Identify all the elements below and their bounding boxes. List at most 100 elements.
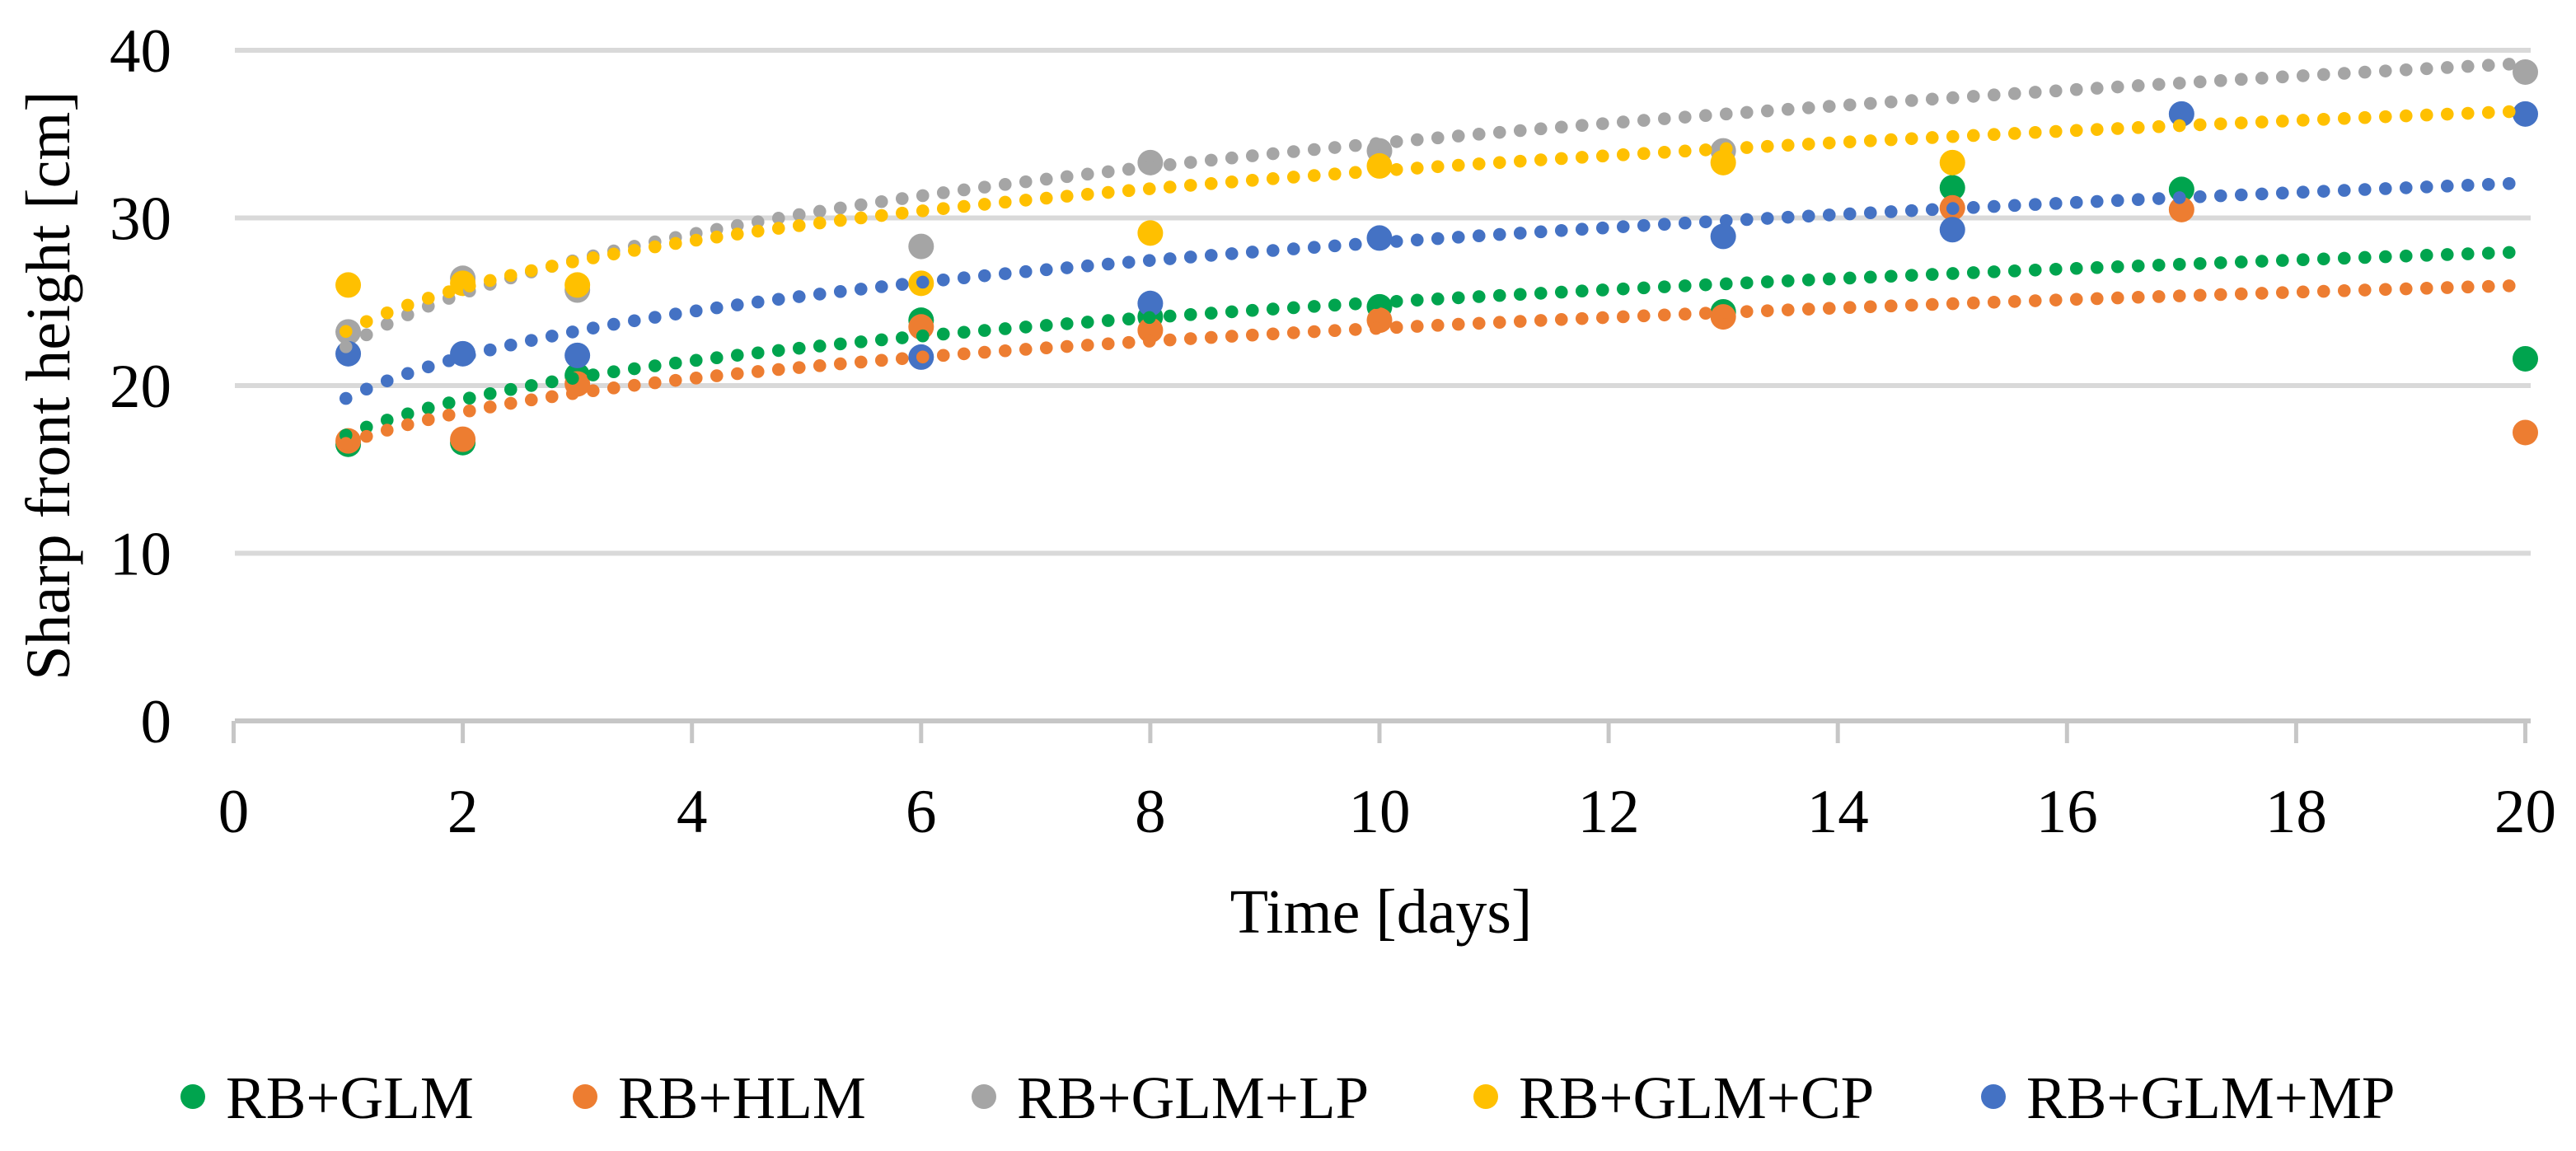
- trend-dot: [1637, 114, 1651, 127]
- trend-dot: [1740, 276, 1754, 290]
- trendline-RB+GLM+MP: [339, 176, 2516, 405]
- trend-dot: [1204, 330, 1218, 344]
- trend-dot: [380, 306, 394, 320]
- trend-dot: [2255, 187, 2269, 201]
- trend-dot: [2358, 110, 2372, 124]
- trend-dot: [545, 260, 559, 273]
- trend-dot: [1595, 221, 1609, 235]
- trend-dot: [1637, 218, 1651, 232]
- trend-dot: [627, 378, 641, 392]
- trend-dot: [916, 329, 930, 343]
- trend-dot: [2316, 284, 2330, 298]
- trend-dot: [1534, 287, 1548, 300]
- series-points-RB+GLM+MP: [335, 101, 2538, 370]
- trend-dot: [1801, 209, 1815, 223]
- trend-dot: [1142, 311, 1156, 325]
- trend-dot: [607, 247, 621, 261]
- trend-dot: [2378, 250, 2392, 264]
- trend-dot: [1822, 272, 1836, 286]
- trend-dot: [2296, 114, 2310, 127]
- trend-dot: [998, 322, 1012, 335]
- trend-dot: [2090, 260, 2104, 274]
- trend-dot: [462, 404, 476, 418]
- trend-dot: [792, 341, 806, 355]
- trend-dot: [1863, 96, 1877, 110]
- trend-dot: [1389, 294, 1403, 308]
- trend-dot: [2152, 77, 2166, 91]
- trend-dot: [2440, 248, 2454, 261]
- trend-dot: [730, 367, 744, 381]
- trend-dot: [1410, 320, 1424, 333]
- trend-dot: [1183, 332, 1197, 345]
- trend-dot: [1904, 204, 1918, 218]
- trend-dot: [998, 267, 1012, 280]
- trend-dot: [916, 189, 930, 203]
- trend-dot: [2275, 286, 2289, 299]
- trend-dot: [1781, 274, 1795, 288]
- trend-dot: [895, 192, 909, 205]
- legend-marker-icon: [573, 1084, 597, 1109]
- trend-dot: [1575, 284, 1589, 298]
- trend-dot: [2213, 288, 2227, 302]
- trend-dot: [668, 307, 682, 321]
- trend-dot: [1039, 319, 1053, 332]
- trend-dot: [1348, 323, 1362, 336]
- trend-dot: [586, 384, 600, 398]
- trend-dot: [1225, 151, 1239, 165]
- trend-dot: [2358, 250, 2372, 264]
- trend-dot: [1534, 225, 1548, 239]
- trend-dot: [1534, 153, 1548, 166]
- trend-dot: [1410, 161, 1424, 175]
- trend-dot: [2275, 254, 2289, 267]
- trend-dot: [1657, 112, 1671, 125]
- trend-dot: [1946, 202, 1960, 215]
- legend-label: RB+GLM+CP: [1519, 1064, 1874, 1131]
- trend-dot: [2255, 255, 2269, 268]
- trend-dot: [2049, 293, 2063, 306]
- trend-dot: [2110, 122, 2124, 135]
- trend-dot: [957, 347, 971, 361]
- trend-dot: [792, 219, 806, 232]
- trend-dot: [1884, 133, 1898, 147]
- trend-dot: [1080, 259, 1094, 273]
- trend-dot: [1863, 134, 1877, 147]
- trend-dot: [1678, 216, 1692, 230]
- trend-dot: [792, 361, 806, 374]
- trend-dot: [792, 290, 806, 303]
- trend-dot: [813, 216, 827, 230]
- trend-dot: [1637, 309, 1651, 323]
- trend-dot: [2419, 62, 2433, 76]
- trend-dot: [2172, 119, 2186, 133]
- trend-dot: [1389, 135, 1403, 148]
- data-points: [335, 58, 2538, 457]
- trend-dot: [2275, 115, 2289, 128]
- trend-dot: [1987, 199, 2001, 213]
- trend-dot: [1575, 119, 1589, 132]
- trend-dot: [1060, 170, 1074, 184]
- trend-dot: [998, 178, 1012, 191]
- trend-dot: [2172, 191, 2186, 204]
- trend-dot: [1369, 164, 1383, 178]
- trend-dot: [2069, 292, 2083, 306]
- trend-dot: [607, 381, 621, 395]
- trend-dot: [1369, 296, 1383, 310]
- trend-dot: [1307, 325, 1321, 339]
- trend-dot: [1698, 278, 1712, 292]
- trend-dot: [730, 298, 744, 311]
- trend-dot: [1513, 227, 1527, 240]
- legend-label: RB+GLM+MP: [2026, 1064, 2395, 1131]
- data-point: [1710, 149, 1736, 175]
- trend-dot: [1307, 241, 1321, 255]
- trend-dot: [380, 423, 394, 437]
- trend-dot: [1245, 246, 1259, 259]
- trend-dot: [957, 199, 971, 213]
- trend-dot: [2502, 279, 2516, 292]
- trend-dot: [1575, 151, 1589, 164]
- data-point: [335, 272, 362, 298]
- x-tick-label-16: 16: [2036, 778, 2098, 846]
- trend-dot: [2358, 183, 2372, 196]
- legend-marker-icon: [1981, 1084, 2006, 1109]
- trend-dot: [1307, 300, 1321, 313]
- trend-dot: [957, 325, 971, 339]
- x-axis-title: Time [days]: [1230, 877, 1533, 947]
